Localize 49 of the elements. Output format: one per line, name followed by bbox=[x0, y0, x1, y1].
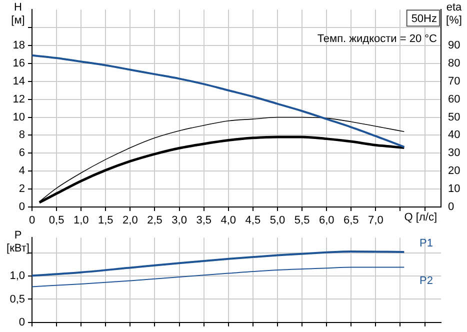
y-tick-label: 12 bbox=[12, 93, 25, 106]
y-tick-label: 2 bbox=[18, 183, 25, 196]
y-tick-label: 1,0 bbox=[10, 270, 25, 282]
x-tick-label: 3,5 bbox=[196, 214, 212, 227]
y-tick-label: 6 bbox=[18, 147, 25, 160]
y-tick-label: 10 bbox=[12, 111, 25, 124]
y-tick-label: 0 bbox=[18, 316, 25, 328]
y2-tick-label: 50 bbox=[448, 111, 460, 124]
x-tick-label: 5,5 bbox=[294, 214, 310, 227]
series-label: P2 bbox=[420, 274, 433, 287]
y-tick-label: 16 bbox=[12, 57, 25, 70]
x-tick-label: 4,0 bbox=[220, 214, 236, 227]
x-tick-label: 5,0 bbox=[270, 214, 286, 227]
y2-tick-label: 40 bbox=[448, 129, 460, 142]
x-tick-label: 7,0 bbox=[368, 214, 384, 227]
annotation: Темп. жидкости = 20 °C bbox=[317, 33, 438, 46]
x-tick-label: 4,5 bbox=[245, 214, 261, 227]
y2-tick-label: 80 bbox=[448, 57, 460, 70]
y-tick-label: 18 bbox=[12, 40, 25, 52]
series-label: P1 bbox=[420, 237, 433, 250]
line-series bbox=[32, 54, 406, 148]
y-tick-label: 8 bbox=[18, 129, 25, 142]
x-tick-label: 0 bbox=[28, 214, 36, 227]
y2-tick-label: 30 bbox=[448, 147, 460, 160]
x-tick-label: 2,0 bbox=[122, 214, 138, 227]
line-series bbox=[32, 266, 405, 288]
x-tick-label: 3,0 bbox=[172, 214, 187, 227]
y-axis-title: P [кВт] bbox=[6, 230, 30, 255]
x-tick-label: 1,0 bbox=[73, 214, 89, 227]
x-tick-label: 6,0 bbox=[318, 214, 334, 227]
y2-tick-label: 90 bbox=[448, 40, 460, 52]
y-tick-label: 4 bbox=[18, 165, 25, 178]
y2-axis-title: eta [%] bbox=[446, 2, 463, 27]
y-tick-label: 14 bbox=[12, 75, 25, 88]
x-tick-label: 6,5 bbox=[344, 214, 359, 227]
x-axis-title: Q [л/с] bbox=[404, 212, 437, 224]
y2-tick-label: 10 bbox=[448, 183, 460, 196]
x-tick-label: 0,5 bbox=[48, 214, 64, 227]
y-axis-title: H [м] bbox=[11, 2, 25, 27]
y2-tick-label: 0 bbox=[448, 201, 454, 214]
annotation: 50Hz bbox=[411, 13, 437, 26]
y-tick-label: 0 bbox=[18, 201, 25, 214]
x-tick-label: 1,5 bbox=[98, 214, 114, 227]
y2-tick-label: 20 bbox=[448, 165, 460, 178]
y2-tick-label: 60 bbox=[448, 93, 460, 106]
y-tick-label: 0,5 bbox=[10, 293, 25, 306]
line-series bbox=[32, 250, 406, 277]
x-tick-label: 2,5 bbox=[147, 214, 162, 227]
y2-tick-label: 70 bbox=[448, 75, 460, 88]
